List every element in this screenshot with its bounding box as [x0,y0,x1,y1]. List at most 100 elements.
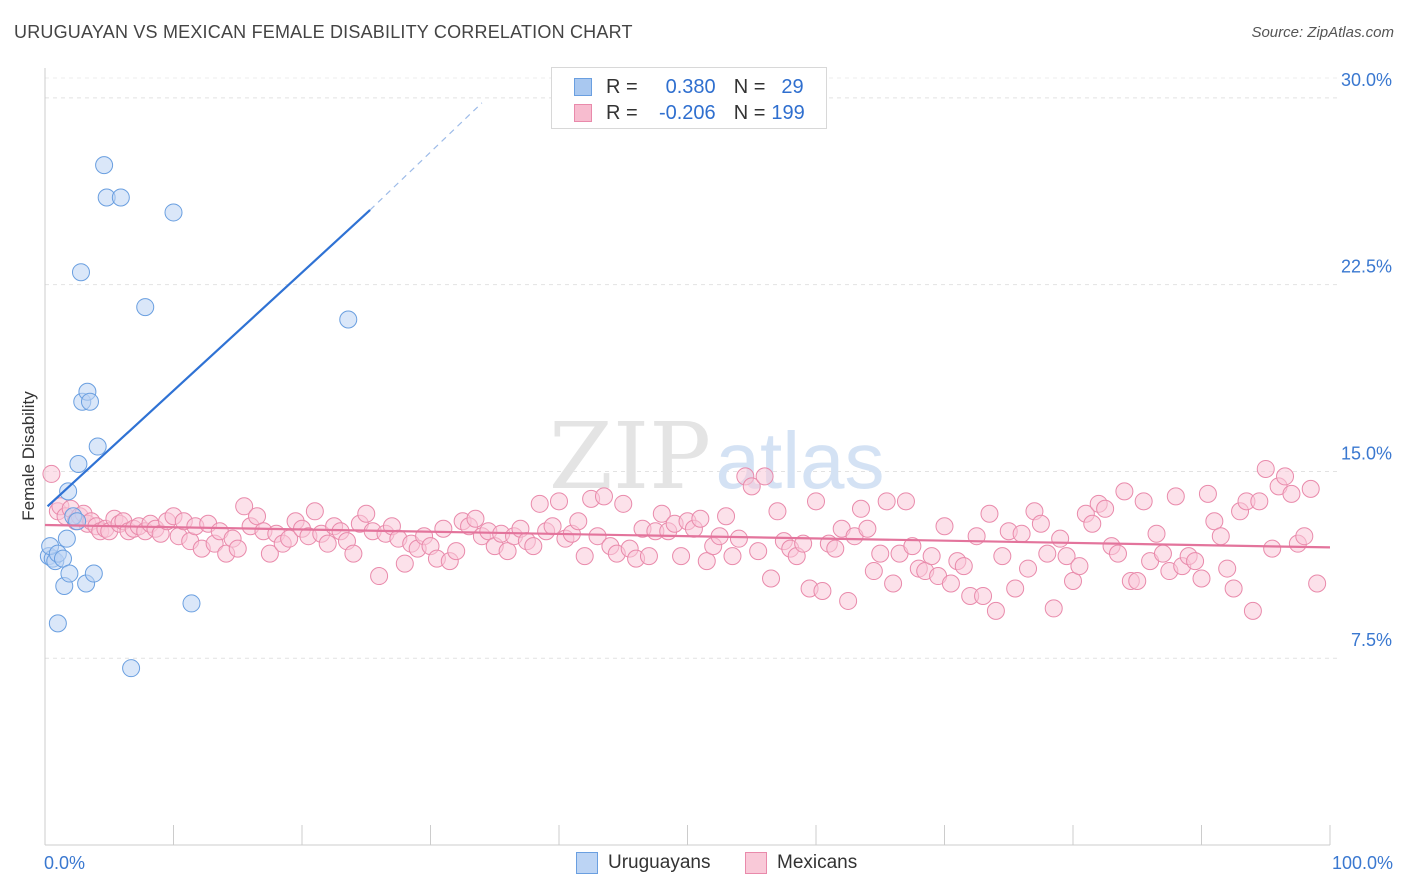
mexican-point [826,539,845,558]
mexican-point [248,507,267,526]
mexican-point [1218,559,1237,578]
mexican-point [1128,572,1147,591]
legend-n-label: N = [733,101,766,124]
tick-labels: 7.5% 15.0% 22.5% 30.0% 0.0% 100.0% [44,70,1393,873]
mexican-point [1166,487,1185,506]
mexican-point [1019,559,1038,578]
mexican-point [1224,579,1243,598]
mexican-point [807,492,825,511]
legend-label-uruguayans: Uruguayans [608,852,711,873]
mexican-point [794,534,813,553]
series-legend: Uruguayans Mexicans [0,852,1406,878]
mexican-point [1192,569,1211,588]
mexican-point [575,547,594,566]
mexican-point [884,574,903,593]
legend-r-label: R = [606,75,638,98]
mexican-point [614,494,633,513]
mexican-point [1147,524,1166,543]
uruguayan-point [68,512,87,531]
mexican-point [1263,539,1282,558]
x-tick-label: 0.0% [44,853,85,873]
axes [44,68,1331,846]
mexican-point [569,512,588,531]
mexican-point [1051,529,1070,548]
uruguayan-point [84,564,103,583]
legend-item-mexicans: Mexicans [745,852,857,874]
mexican-point [1070,557,1089,576]
uruguayan-point [95,156,114,175]
mexican-point [1205,512,1224,531]
mexican-point [993,547,1012,566]
mexican-point [1198,484,1217,503]
mexican-point [1108,544,1127,563]
mexican-point [672,547,691,566]
uruguayan-point [339,310,358,329]
legend-label-mexicans: Mexicans [777,852,858,873]
mexican-point [723,547,742,566]
correlation-legend: R = 0.380 N = 29 R = -0.206 N = 199 [551,67,827,129]
mexican-point [974,586,993,605]
mexican-point [530,494,549,513]
mexican-point [691,509,710,528]
legend-r-value: -0.206 [658,101,716,124]
uruguayan-point [57,529,76,548]
uruguayan-point [111,188,130,207]
uruguayan-point [53,549,72,568]
mexican-point [42,464,61,483]
mexican-point [755,467,774,486]
mexican-point [235,497,254,516]
y-tick-label: 7.5% [1351,630,1392,650]
x-tick-label: 100.0% [1332,853,1393,873]
uruguayan-point [136,298,155,317]
mexican-point [813,581,832,600]
mexican-point [903,537,922,556]
mexican-trend-line [44,523,1331,549]
legend-n-value: 29 [781,75,804,98]
legend-item-uruguayans: Uruguayans [576,852,710,874]
mexican-point [466,509,485,528]
watermark-atlas: atlas [716,416,885,505]
mexican-point [1012,524,1031,543]
uruguayan-point [122,659,141,678]
mexican-point [228,539,247,558]
legend-n-value: 199 [771,101,805,124]
source-label: Source: ZipAtlas.com [1251,24,1394,41]
mexican-point [1134,492,1153,511]
mexican-point [1096,499,1115,518]
legend-r-label: R = [606,101,638,124]
mexican-point [588,527,607,546]
mexican-point [305,502,324,521]
mexican-point [524,537,543,556]
mexican-point [1250,492,1269,511]
mexican-point [1308,574,1327,593]
mexican-point [762,569,781,588]
mexican-point [543,517,562,536]
legend-r-value: 0.380 [665,75,716,98]
uruguayan-trend-extension [369,102,483,211]
mexican-point [922,547,941,566]
legend-swatch-mexicans [745,852,767,874]
uruguayan-point [80,392,99,411]
uruguayan-point [88,437,107,456]
mexican-point [871,544,890,563]
mexican-point [370,567,389,586]
mexican-point [986,601,1005,620]
legend-swatch-mexicans [574,104,592,122]
mexican-point [935,517,954,536]
mexican-point [1064,572,1082,591]
mexican-point [434,519,453,538]
series-mexicans [42,459,1327,620]
mexican-point [318,534,337,553]
y-tick-label: 30.0% [1341,70,1392,90]
mexican-point [896,492,915,511]
legend-row-uruguayans: R = 0.380 N = 29 [574,75,804,99]
uruguayan-point [164,203,183,222]
mexican-point [1038,544,1057,563]
mexican-point [447,542,466,561]
mexican-point [1057,547,1076,566]
y-tick-label: 22.5% [1341,257,1392,277]
mexican-point [594,487,613,506]
mexican-point [742,477,761,496]
mexican-point [1006,579,1025,598]
watermark-zip: ZIP [549,403,711,510]
